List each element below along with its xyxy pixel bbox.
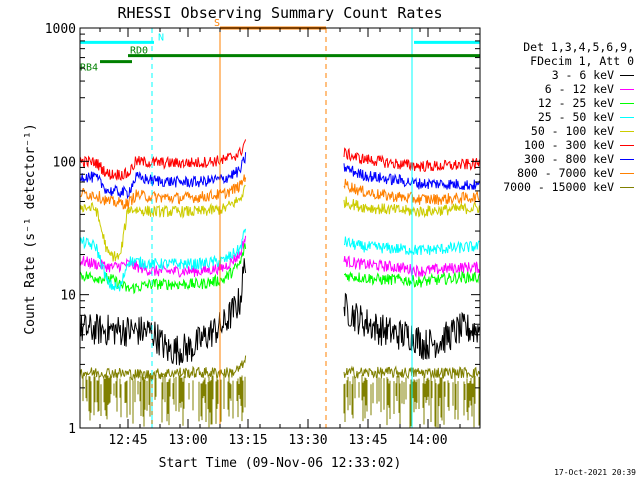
legend-swatch	[620, 186, 634, 188]
y-axis-label: Count Rate (s⁻¹ detector⁻¹)	[23, 123, 38, 334]
status-bar-label-rd0: RD0	[130, 46, 148, 57]
legend-swatch	[620, 130, 634, 132]
generation-timestamp: 17-Oct-2021 20:39	[554, 468, 636, 477]
x-tick-label: 13:30	[288, 433, 327, 448]
legend-item-label: 3 - 6 keV	[551, 68, 614, 82]
series-trace	[79, 152, 247, 200]
noise-band-7000-15000-	[82, 374, 481, 428]
legend-header-line-1: Det 1,3,4,5,6,9,	[523, 40, 634, 54]
legend-swatch	[620, 172, 634, 174]
status-bar-label-n: N	[158, 32, 164, 43]
legend-swatch	[620, 88, 634, 90]
series-trace	[79, 184, 246, 262]
legend-item: 12 - 25 keV	[478, 96, 634, 110]
legend-header-line-2: FDecim 1, Att 0	[530, 54, 634, 68]
y-tick-label: 1	[68, 422, 76, 437]
legend-swatch	[620, 102, 634, 104]
x-tick-label: 13:45	[348, 433, 387, 448]
series-trace	[79, 139, 247, 181]
x-tick-label: 13:00	[168, 433, 207, 448]
y-tick-label: 100	[53, 155, 76, 170]
series-7000-15000-kev	[79, 355, 480, 382]
x-tick-label: 13:15	[228, 433, 267, 448]
legend-item-label: 12 - 25 keV	[537, 96, 614, 110]
legend-swatch	[620, 158, 634, 160]
series-trace	[79, 355, 247, 382]
y-tick-label: 1000	[45, 22, 76, 37]
legend-item: 800 - 7000 keV	[478, 166, 634, 180]
legend-item-label: 6 - 12 keV	[544, 82, 614, 96]
legend-item: 100 - 300 keV	[478, 138, 634, 152]
y-tick-label: 10	[60, 289, 76, 304]
status-bar-label-s: S	[214, 18, 220, 29]
legend-item-label: 25 - 50 keV	[537, 110, 614, 124]
status-bar-label-rb4: RB4	[80, 63, 98, 74]
legend-item-label: 800 - 7000 keV	[517, 166, 614, 180]
legend-item: 3 - 6 keV	[478, 68, 634, 82]
chart-title: RHESSI Observing Summary Count Rates	[117, 4, 442, 22]
legend-item-label: 7000 - 15000 keV	[503, 180, 614, 194]
legend-item: 50 - 100 keV	[478, 124, 634, 138]
series-trace	[79, 174, 247, 210]
legend-item: 25 - 50 keV	[478, 110, 634, 124]
plot-frame	[79, 27, 481, 429]
legend-item: 300 - 800 keV	[478, 152, 634, 166]
series-trace	[79, 228, 247, 292]
x-tick-label: 12:45	[108, 433, 147, 448]
legend-item: 7000 - 15000 keV	[478, 180, 634, 194]
x-tick-label: 14:00	[408, 433, 447, 448]
legend-swatch	[620, 74, 634, 76]
x-axis-label: Start Time (09-Nov-06 12:33:02)	[159, 456, 402, 471]
legend-item-label: 100 - 300 keV	[523, 138, 614, 152]
legend: Det 1,3,4,5,6,9, FDecim 1, Att 0 3 - 6 k…	[478, 40, 634, 194]
series-300-800-kev	[79, 152, 480, 200]
overlays: N S RD0 RB4	[79, 18, 481, 428]
legend-item-label: 50 - 100 keV	[530, 124, 614, 138]
legend-swatch	[620, 116, 634, 118]
series-trace	[79, 258, 247, 366]
series-6-12-kev	[79, 235, 480, 278]
legend-item: 6 - 12 keV	[478, 82, 634, 96]
axes: 1 10 100 1000 12:45 13:00 13:15 13:30 13:45 14:00	[45, 22, 481, 448]
legend-item-label: 300 - 800 keV	[523, 152, 614, 166]
legend-swatch	[620, 144, 634, 146]
series-traces	[79, 139, 481, 428]
